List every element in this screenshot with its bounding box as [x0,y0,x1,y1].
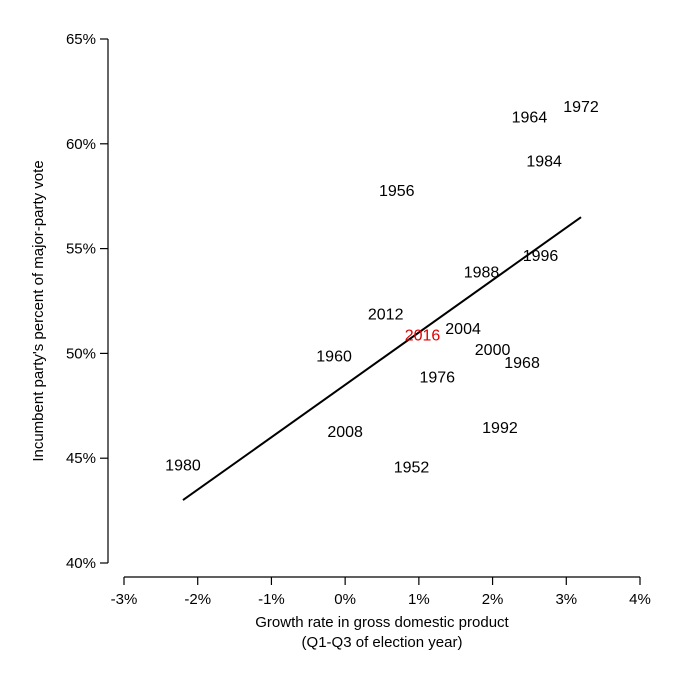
axes [107,39,640,578]
x-tick-label--1: -1% [258,591,285,608]
x-ticks: -3% -2% -1% 0% 1% 2% 3% 4% [111,577,651,608]
point-1968: 1968 [504,355,540,372]
point-1964: 1964 [512,110,548,127]
y-tick-label-65: 65% [66,31,96,48]
y-axis-title: Incumbent party's percent of major-party… [30,160,47,461]
y-tick-label-40: 40% [66,555,96,572]
point-1988: 1988 [464,265,500,282]
y-tick-label-45: 45% [66,450,96,467]
x-tick-label-1: 1% [408,591,430,608]
x-tick-label--3: -3% [111,591,138,608]
regression-line [182,216,582,501]
y-tick-label-50: 50% [66,345,96,362]
point-2004: 2004 [445,321,481,338]
point-2008: 2008 [327,424,363,441]
x-tick-label-0: 0% [334,591,356,608]
point-2000: 2000 [475,342,511,359]
point-1976: 1976 [419,369,455,386]
x-axis-title-line-2: (Q1-Q3 of election year) [302,634,463,651]
point-2016: 2016 [405,328,441,345]
x-tick-label-2: 2% [482,591,504,608]
point-1972: 1972 [563,99,599,116]
x-axis-title-line-1: Growth rate in gross domestic product [255,614,509,631]
x-tick-label-3: 3% [555,591,577,608]
x-tick-label--2: -2% [184,591,211,608]
point-labels: 1952 1956 1960 1964 1968 1972 1976 1980 1984 1988… [165,99,599,477]
point-1996: 1996 [523,248,559,265]
y-tick-label-55: 55% [66,241,96,258]
point-1956: 1956 [379,183,415,200]
x-tick-label-4: 4% [629,591,651,608]
point-1952: 1952 [394,460,430,477]
point-1960: 1960 [316,348,352,365]
point-1984: 1984 [526,154,562,171]
point-1992: 1992 [482,420,518,437]
y-tick-label-60: 60% [66,136,96,153]
point-2012: 2012 [368,307,404,324]
y-ticks: 40% 45% 50% 55% 60% 65% [66,31,108,572]
point-1980: 1980 [165,457,201,474]
